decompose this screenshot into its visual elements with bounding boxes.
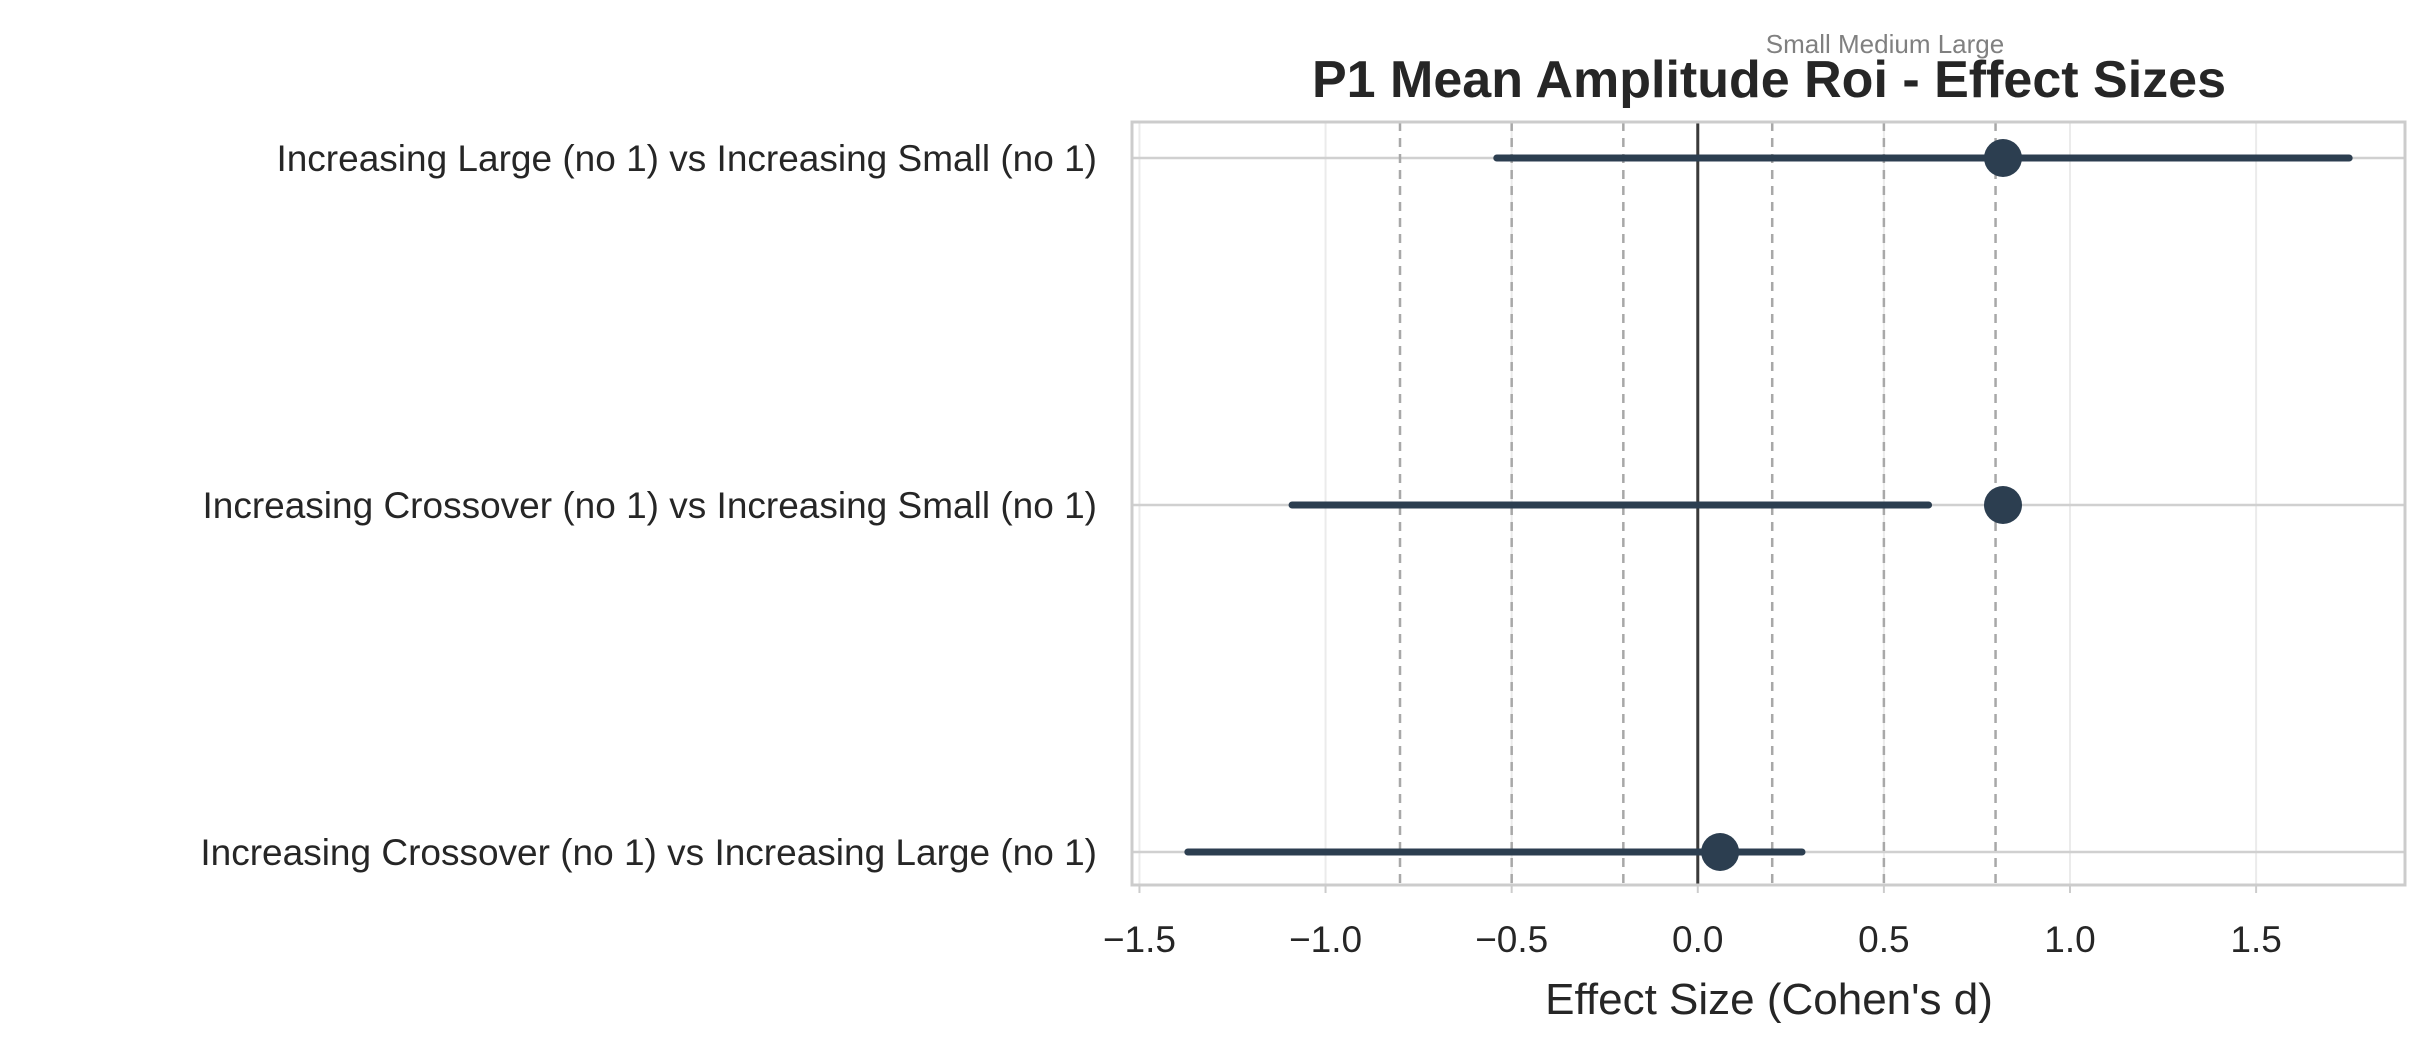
x-tick-label: 0.5 <box>1858 919 1909 960</box>
comparison-label: Increasing Crossover (no 1) vs Increasin… <box>200 832 1097 873</box>
x-axis-label: Effect Size (Cohen's d) <box>1545 975 1993 1024</box>
x-tick-label: −0.5 <box>1475 919 1548 960</box>
comparison-label: Increasing Crossover (no 1) vs Increasin… <box>202 485 1097 526</box>
x-tick-label: 1.0 <box>2044 919 2095 960</box>
effect-size-point <box>1701 833 1740 871</box>
x-tick-label: 1.5 <box>2230 919 2281 960</box>
comparison-label: Increasing Large (no 1) vs Increasing Sm… <box>276 138 1097 179</box>
plot-frame <box>1130 120 2407 887</box>
chart-title: P1 Mean Amplitude Roi - Effect Sizes <box>1312 51 2226 109</box>
effect-size-point <box>1984 139 2022 177</box>
effect-size-point <box>1984 486 2022 524</box>
x-tick-label: −1.5 <box>1103 919 1176 960</box>
x-tick-label: −1.0 <box>1289 919 1362 960</box>
x-tick-label: 0.0 <box>1672 919 1723 960</box>
effect-size-annotation: Small Medium Large <box>1766 29 2004 59</box>
